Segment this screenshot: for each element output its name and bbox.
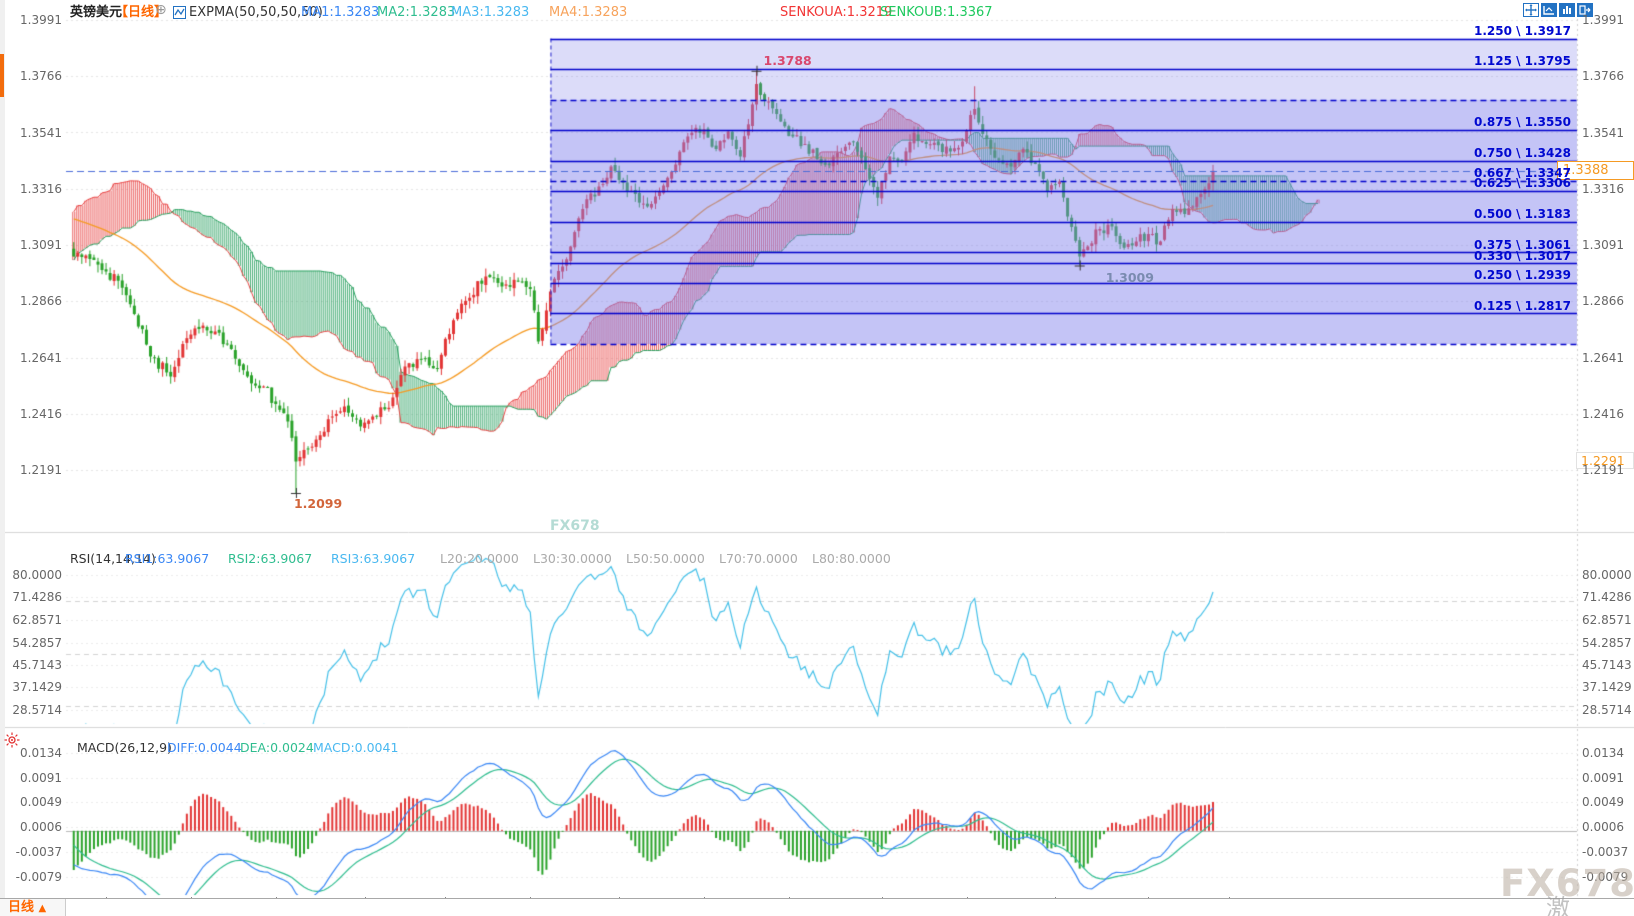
left-scrollbar-track[interactable] [0, 0, 5, 916]
macd-diff-value: DIFF:0.0044 [167, 740, 242, 755]
chart-toolbar [1523, 2, 1593, 17]
ma2-value: MA2:1.3283 [377, 5, 456, 20]
current-price-badge: 1.3388 [1557, 161, 1634, 180]
timeframe-selector[interactable]: 日线 ▲ [0, 899, 66, 916]
hot-indicator-icon[interactable] [4, 732, 20, 748]
watermark-fx678: FX678 [1500, 862, 1634, 905]
rsi-params-label: RSI(14,14,14) [70, 551, 156, 566]
macd-hist-value: MACD:0.0041 [313, 740, 399, 755]
crosshair-icon[interactable] [1523, 2, 1539, 17]
rsi1-value: RSI1:63.9067 [125, 551, 210, 566]
left-scrollbar-thumb[interactable] [0, 54, 4, 97]
ma4-value: MA4:1.3283 [549, 5, 628, 20]
rsi2-value: RSI2:63.9067 [228, 551, 313, 566]
symbol-title: 英镑美元 [70, 5, 123, 20]
chart-panel-icon[interactable] [1559, 2, 1575, 17]
watermark-cn: 激 [1546, 894, 1570, 916]
add-compare-icon[interactable]: ⊕ [155, 2, 167, 18]
expma-params-label: EXPMA(50,50,50,50) [189, 5, 323, 20]
time-axis-bar: 日线 ▲ [0, 898, 1634, 916]
rsi-l20-label: L20:20.0000 [440, 551, 519, 566]
ma3-value: MA3:1.3283 [451, 5, 530, 20]
macd-dea-value: DEA:0.0024 [240, 740, 314, 755]
watermark-small: FX678 [550, 518, 600, 534]
rsi-l50-label: L50:50.0000 [626, 551, 705, 566]
timeframe-label: 【日线】 [115, 5, 168, 20]
rsi3-value: RSI3:63.9067 [331, 551, 416, 566]
timeframe-up-arrow-icon: ▲ [38, 903, 47, 914]
senkoub-value: SENKOUB:1.3367 [880, 5, 993, 20]
rsi-l80-label: L80:80.0000 [812, 551, 891, 566]
pop-out-icon[interactable] [1577, 2, 1593, 17]
scale-axis-icon[interactable] [1541, 2, 1557, 17]
rsi-l70-label: L70:70.0000 [719, 551, 798, 566]
senkoua-value: SENKOUA:1.3219 [780, 5, 893, 20]
alert-price-label: 1.2291 [1576, 452, 1634, 469]
rsi-l30-label: L30:30.0000 [533, 551, 612, 566]
indicator-chart-icon[interactable] [173, 6, 186, 23]
timeframe-selector-label: 日线 [8, 900, 35, 915]
ma1-value: MA1:1.3283 [301, 5, 380, 20]
macd-params-label: MACD(26,12,9) [77, 740, 172, 755]
